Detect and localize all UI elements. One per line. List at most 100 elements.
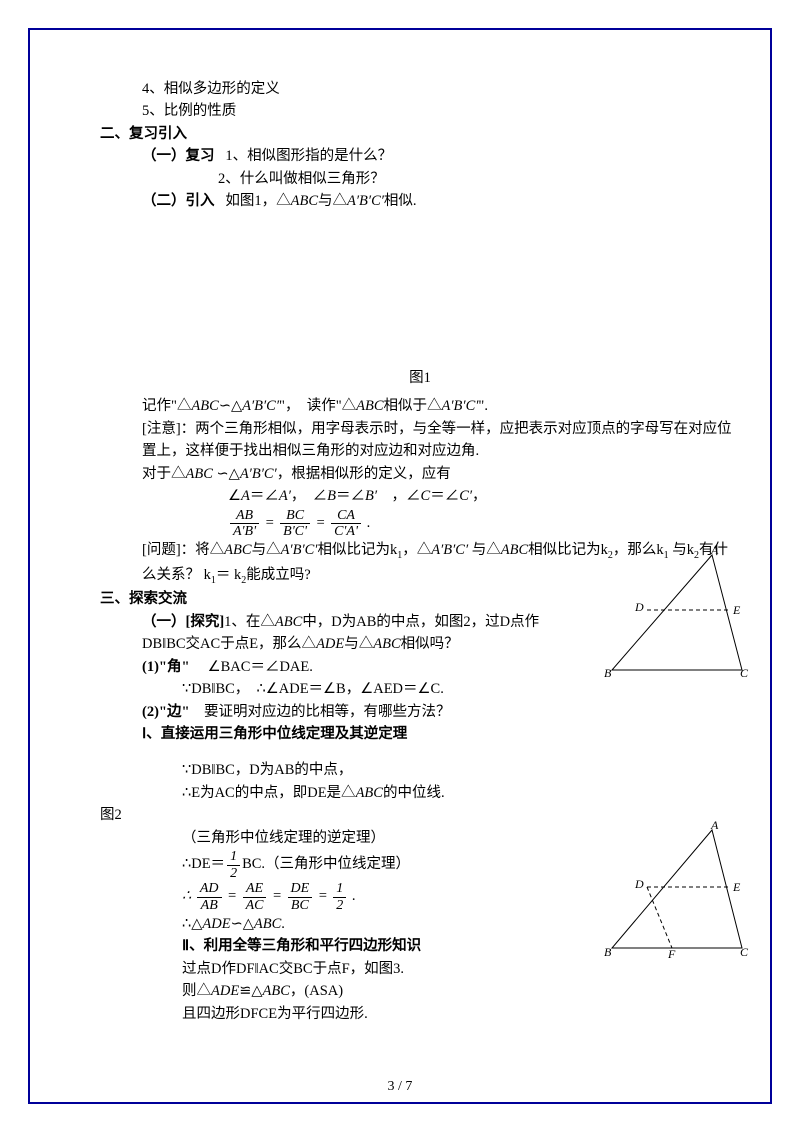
numerator: BC: [280, 508, 310, 524]
math: A′B′C′: [442, 398, 479, 414]
text: ∴DE＝: [182, 857, 225, 873]
vertex-label: D: [634, 600, 644, 614]
text: 对于△: [142, 466, 186, 482]
equals: =: [265, 515, 275, 531]
text: 相似吗？: [401, 636, 459, 652]
math: A′B′C′: [240, 466, 277, 482]
text-line: 5、比例的性质: [100, 100, 740, 122]
math: ABC: [186, 466, 213, 482]
text: ，△: [402, 542, 431, 558]
math: ABC: [373, 636, 400, 652]
math: B′: [365, 488, 377, 504]
text-line: 对于△ABC ∽△A′B′C′，根据相似形的定义，应有: [100, 463, 740, 485]
fraction: CAC'A': [331, 508, 361, 540]
spacer: [100, 745, 740, 759]
fraction: ADAB: [197, 881, 222, 913]
text-line: 2、什么叫做相似三角形？: [100, 168, 740, 190]
text: 与△: [318, 193, 347, 209]
math: B: [327, 488, 336, 504]
text: ∽△: [231, 916, 254, 932]
math: A′B′C′: [281, 542, 318, 558]
text: 则△: [182, 983, 211, 999]
text: 的中位线.: [383, 785, 445, 801]
text-line: ∵DB‖BC，D为AB的中点，: [100, 759, 740, 781]
text: ＝∠: [336, 488, 365, 504]
vertex-label: E: [732, 880, 741, 894]
text: 如图1，△: [225, 193, 290, 209]
math: ABC: [275, 614, 302, 630]
text: 与△: [252, 542, 281, 558]
text-line: ∴E为AC的中点，即DE是△ABC的中位线.: [100, 782, 740, 804]
fraction: BCB'C': [280, 508, 310, 540]
denominator: 2: [227, 866, 240, 881]
equals: =: [318, 888, 328, 904]
numerator: AE: [243, 881, 267, 897]
fraction: ABA'B': [230, 508, 259, 540]
text: 相似于△: [384, 398, 442, 414]
text: 与△: [344, 636, 373, 652]
text-line: (2)"边" 要证明对应边的比相等，有哪些方法？: [100, 701, 740, 723]
vertex-label: F: [667, 947, 676, 960]
text: ＝∠: [430, 488, 459, 504]
vertex-label: A: [710, 545, 719, 557]
text-line: （一）复习 1、相似图形指的是什么？: [100, 145, 740, 167]
text: 1、在△: [224, 614, 275, 630]
figure-placeholder: [100, 213, 740, 363]
math: ABC: [263, 983, 290, 999]
triangle-figure-2: A B C D E F: [602, 820, 752, 960]
text: ，(ASA): [290, 983, 343, 999]
vertex-label: B: [604, 945, 612, 959]
figure-caption: 图1: [100, 367, 740, 389]
triangle-figure-1: A B C D E: [602, 545, 752, 680]
text: ＝∠: [250, 488, 279, 504]
therefore: ∴: [182, 888, 191, 904]
text: ≌△: [239, 983, 262, 999]
numerator: AB: [230, 508, 259, 524]
label: （二）引入: [142, 193, 215, 209]
numerator: AD: [197, 881, 222, 897]
numerator: DE: [288, 881, 313, 897]
text: 与△: [468, 542, 501, 558]
numerator: CA: [331, 508, 361, 524]
vertex-label: E: [732, 603, 741, 617]
text: ， ∠: [291, 488, 327, 504]
math: C′: [459, 488, 472, 504]
fraction: AEAC: [243, 881, 267, 913]
math: ABC: [501, 542, 528, 558]
math: ADE: [211, 983, 239, 999]
denominator: A'B': [230, 524, 259, 539]
text: 相似.: [384, 193, 417, 209]
vertex-label: A: [710, 820, 719, 832]
denominator: AC: [243, 898, 267, 913]
text: ".: [478, 398, 488, 414]
text: 相似比记为k: [528, 542, 608, 558]
text-line: 记作"△ABC∽△A′B′C′"， 读作"△ABC相似于△A′B′C′".: [100, 395, 740, 417]
period: .: [367, 515, 371, 531]
text: 要证明对应边的比相等，有哪些方法？: [204, 704, 451, 720]
equals: =: [272, 888, 282, 904]
text-line: [注意]：两个三角形相似，用字母表示时，与全等一样，应把表示对应顶点的字母写在对…: [100, 418, 740, 463]
label: （一）[探究]: [142, 614, 224, 630]
vertex-label: D: [634, 877, 644, 891]
text-line: Ⅰ、直接运用三角形中位线定理及其逆定理: [100, 723, 740, 745]
math: ADE: [202, 916, 230, 932]
vertex-label: B: [604, 666, 612, 680]
fraction: 12: [333, 881, 346, 913]
text: ＝ k: [216, 567, 241, 583]
text: 1、相似图形指的是什么？: [225, 148, 392, 164]
text: 记作"△: [142, 398, 191, 414]
math: ABC: [224, 542, 251, 558]
numerator: 1: [227, 849, 240, 865]
text: ∽△: [219, 398, 242, 414]
math: C: [421, 488, 431, 504]
label: （一）复习: [142, 148, 215, 164]
denominator: B'C': [280, 524, 310, 539]
math: ABC: [191, 398, 218, 414]
denominator: 2: [333, 898, 346, 913]
denominator: C'A': [331, 524, 361, 539]
math: ADE: [316, 636, 344, 652]
text-line: 4、相似多边形的定义: [100, 78, 740, 100]
section-heading: 二、复习引入: [100, 123, 740, 145]
fraction: DEBC: [288, 881, 313, 913]
math: A: [241, 488, 250, 504]
